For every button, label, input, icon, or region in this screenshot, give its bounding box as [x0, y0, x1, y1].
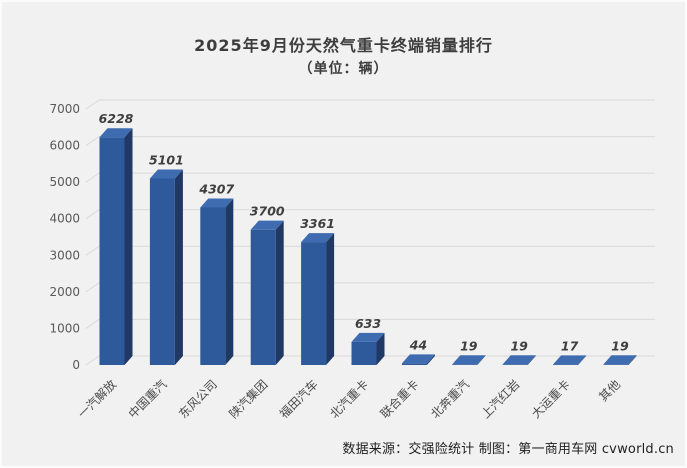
bar-中国重汽	[149, 169, 183, 365]
ytick-label: 7000	[49, 102, 80, 116]
category-label: 陕汽集团	[226, 377, 271, 422]
bars-group	[99, 128, 637, 365]
category-label: 上汽红岩	[478, 377, 523, 422]
gridline	[85, 209, 655, 220]
ytick-label: 0	[72, 358, 80, 372]
value-label: 6228	[99, 111, 134, 126]
bar-其他	[603, 355, 637, 365]
category-label: 大运重卡	[529, 377, 573, 421]
category-label: 其他	[596, 377, 623, 404]
category-label: 北汽重卡	[327, 377, 372, 422]
ytick-label: 2000	[49, 285, 80, 299]
source-note: 数据来源：交强险统计 制图：第一商用车网 cvworld.cn	[342, 442, 674, 457]
bar-北汽重卡	[351, 332, 385, 365]
ytick-labels-group: 0 1000 2000 3000 4000 5000 6000 7000	[49, 102, 80, 372]
value-label: 19	[611, 338, 629, 353]
category-label: 东风公司	[176, 377, 220, 421]
category-label: 福田汽车	[276, 377, 321, 422]
ytick-label: 4000	[49, 212, 80, 226]
gridline	[85, 282, 655, 293]
value-labels-group: 6228 5101 4307 3700 3361 633 44 19 19 17 19	[99, 111, 629, 353]
bar-福田汽车	[301, 233, 335, 365]
value-label: 3700	[250, 204, 285, 219]
value-label: 4307	[198, 181, 234, 196]
bar-北奔重汽	[452, 355, 486, 365]
bar-上汽红岩	[502, 355, 536, 365]
value-label: 3361	[300, 216, 335, 231]
gridline	[85, 99, 655, 110]
category-label: 联合重卡	[377, 377, 422, 422]
bar-联合重卡	[401, 354, 435, 365]
value-label: 17	[561, 338, 579, 353]
gridline	[85, 136, 655, 146]
category-label: 一汽解放	[75, 377, 120, 422]
category-label: 北奔重汽	[427, 377, 472, 422]
value-label: 19	[510, 338, 528, 353]
value-label: 44	[409, 337, 427, 352]
bar-一汽解放	[99, 128, 133, 365]
bar-东风公司	[200, 198, 234, 365]
value-label: 633	[355, 316, 381, 331]
ytick-label: 5000	[49, 175, 80, 189]
category-labels-group: 一汽解放 中国重汽 东风公司 陕汽集团 福田汽车 北汽重卡 联合重卡 北奔重汽 上汽红岩 大运重卡…	[75, 377, 624, 422]
bar-大运重卡	[553, 355, 587, 365]
ytick-label: 6000	[49, 139, 80, 153]
gridline	[85, 245, 655, 256]
chart-subtitle: （单位：辆）	[298, 61, 389, 77]
ytick-label: 3000	[49, 248, 80, 262]
chart-title: 2025年9月份天然气重卡终端销量排行	[194, 36, 493, 55]
gridline	[85, 318, 655, 329]
bar-陕汽集团	[250, 220, 284, 365]
ytick-label: 1000	[49, 321, 80, 335]
category-label: 中国重汽	[125, 377, 170, 422]
gridline	[85, 172, 655, 183]
value-label: 5101	[149, 152, 184, 167]
value-label: 19	[460, 338, 478, 353]
